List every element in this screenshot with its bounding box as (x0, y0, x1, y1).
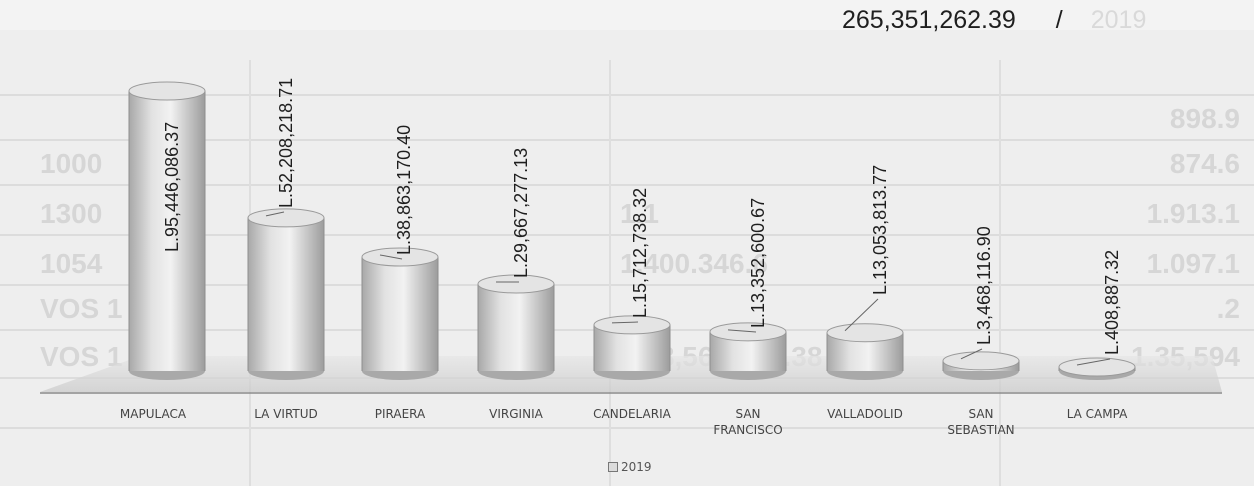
data-label-leader (379, 254, 403, 260)
data-label: L.38,863,170.40 (394, 125, 414, 255)
data-label-leader (960, 348, 983, 360)
category-label: VALLADOLID (827, 407, 903, 421)
chart-legend: 2019 (608, 460, 652, 474)
bar (478, 283, 554, 371)
table-cell: 1.097.1 (1147, 248, 1240, 279)
bar-top (942, 351, 1020, 371)
total-header: 265,351,262.39 / 2019 (842, 6, 1146, 35)
bar (362, 256, 438, 371)
data-label: L.408,887.32 (1102, 250, 1122, 355)
table-cell: 1.400.346.6 (620, 248, 768, 279)
data-label-leader (265, 211, 285, 217)
bar (248, 217, 324, 371)
category-label: VIRGINIA (489, 407, 543, 421)
bar-top (247, 208, 325, 228)
data-label: L.52,208,218.71 (276, 78, 296, 208)
data-label-leader (1076, 358, 1111, 366)
bar-top (593, 315, 671, 335)
bar-top (1058, 357, 1136, 377)
data-label: L.13,352,600.67 (748, 198, 768, 328)
bar-top (477, 274, 555, 294)
bar-top (361, 247, 439, 267)
category-label: PIRAERA (375, 407, 426, 421)
category-label: SAN (735, 407, 760, 421)
category-label: CANDELARIA (593, 407, 671, 421)
table-cell: 1054 (40, 248, 103, 279)
data-label: L.13,053,813.77 (870, 165, 890, 295)
data-label-leader (727, 329, 757, 333)
table-cell: 1000 (40, 148, 102, 179)
table-cell: 1300 (40, 198, 102, 229)
table-cell: .2 (1217, 293, 1240, 324)
table-cell: VOS 1 (40, 341, 122, 372)
header-separator: / (1055, 6, 1063, 34)
table-cell: 874.6 (1170, 148, 1240, 179)
table-shade (0, 30, 1254, 486)
legend-swatch (608, 462, 618, 472)
legend-label: 2019 (621, 460, 652, 474)
bar-top (128, 81, 206, 101)
data-label: L.29,667,277.13 (511, 148, 531, 278)
data-label: L.15,712,738.32 (630, 188, 650, 318)
header-year: 2019 (1090, 6, 1147, 34)
table-cell: 1.913.1 (1147, 198, 1240, 229)
category-label: SEBASTIAN (947, 423, 1014, 437)
category-label: LA VIRTUD (254, 407, 318, 421)
category-label: FRANCISCO (713, 423, 782, 437)
data-label-leader (844, 298, 879, 332)
category-label: SAN (968, 407, 993, 421)
data-label-leader (611, 321, 639, 324)
table-cell: VOS 1 (40, 293, 122, 324)
category-label: MAPULACA (120, 407, 187, 421)
table-cell: 1.1 (620, 198, 659, 229)
bar-top (826, 323, 904, 343)
data-label: L.3,468,116.90 (974, 226, 994, 345)
category-label: LA CAMPA (1067, 407, 1128, 421)
bar (129, 91, 205, 371)
total-amount: 265,351,262.39 (842, 6, 1016, 34)
data-label: L.95,446,086.37 (162, 122, 182, 252)
table-cell: 898.9 (1170, 103, 1240, 134)
